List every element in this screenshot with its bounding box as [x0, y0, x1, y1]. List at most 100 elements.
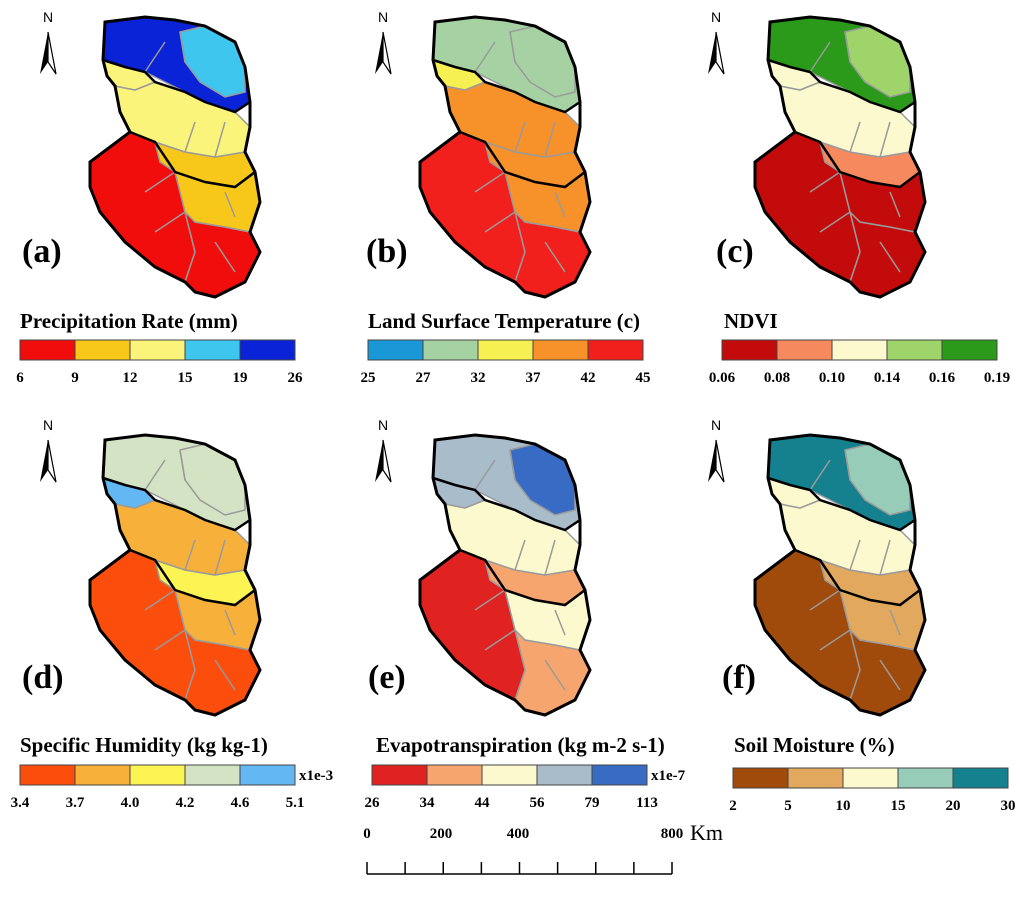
north-arrow-letter: N: [43, 417, 53, 433]
district-line: [179, 449, 186, 481]
legend-swatch: [184, 764, 241, 786]
map-f: [753, 433, 927, 717]
district-line: [184, 539, 196, 571]
panel-a: (a) N Precipitation Rate (mm) 6 9 12 15 19 26: [16, 9, 303, 386]
legend-tick: 32: [471, 370, 486, 386]
panel-label-c: (c): [716, 233, 754, 270]
district-line: [474, 171, 506, 193]
district-line: [144, 41, 166, 73]
district-line: [144, 171, 176, 193]
north-arrow-letter: N: [378, 9, 388, 25]
north-arrow-icon: N: [375, 9, 392, 75]
legend-swatch: [481, 764, 538, 786]
legend-tick: 34: [420, 795, 436, 811]
legend-swatch: [952, 767, 1009, 789]
legend-tick: 6: [16, 370, 24, 386]
legend-tick: 44: [475, 795, 491, 811]
district-line: [819, 211, 851, 233]
legend-swatch: [422, 339, 479, 361]
legend-tick: 19: [233, 370, 248, 386]
legend-tick: 0.16: [929, 370, 956, 386]
district-line: [554, 191, 566, 218]
legend-tick: 15: [891, 798, 906, 814]
district-line: [849, 121, 861, 153]
north-arrow-icon: N: [708, 9, 725, 75]
district-line: [879, 241, 901, 273]
north-arrow-left: [708, 440, 716, 482]
legend-tick: 5.1: [286, 795, 305, 811]
north-arrow-right: [715, 31, 725, 75]
panel-label-a: (a): [22, 233, 62, 270]
district-line: [844, 31, 851, 63]
zone-boundary: [432, 58, 581, 114]
district-line: [184, 121, 196, 153]
legend-tick: 26: [288, 370, 304, 386]
legend-swatch: [587, 339, 644, 361]
legend-tick: 0.06: [709, 370, 736, 386]
legend-swatch: [591, 764, 648, 786]
legend-swatch: [239, 339, 296, 361]
district-line: [809, 459, 831, 491]
legend-multiplier: x1e-7: [651, 768, 686, 784]
district-line: [509, 449, 516, 481]
north-arrow-left: [40, 440, 48, 482]
legend-tick: 4.6: [231, 795, 250, 811]
panel-c: (c) N NDVI 0.06 0.08 0.10 0.14 0.16 0.19: [708, 9, 1010, 386]
district-line: [809, 41, 831, 73]
scale-tick-800: 800: [661, 826, 684, 842]
district-line: [214, 659, 236, 691]
scale-tick-400: 400: [507, 826, 530, 842]
legend-tick: 79: [585, 795, 600, 811]
district-line: [474, 41, 496, 73]
legend-tick: 15: [178, 370, 193, 386]
legend-tick: 25: [361, 370, 376, 386]
legend-tick: 4.0: [121, 795, 140, 811]
zone-boundary: [432, 476, 581, 532]
panel-label-e: (e): [368, 659, 406, 696]
legend-swatch: [842, 767, 899, 789]
legend-tick: 12: [123, 370, 138, 386]
legend-swatch: [477, 339, 534, 361]
district-line: [224, 609, 236, 636]
north-arrow-icon: N: [708, 417, 725, 483]
scale-tick-200: 200: [430, 826, 453, 842]
district-line: [544, 121, 556, 158]
district-line: [154, 629, 186, 651]
district-line: [879, 121, 891, 158]
north-arrow-right: [715, 439, 725, 483]
legend-swatch: [831, 339, 888, 361]
district-line: [514, 539, 526, 571]
legend-tick: 0.10: [819, 370, 845, 386]
district-line: [544, 539, 556, 576]
district-line: [224, 191, 236, 218]
scale-tick-0: 0: [363, 826, 371, 842]
north-arrow-left: [708, 32, 716, 74]
legend-title-a: Precipitation Rate (mm): [20, 309, 238, 333]
district-line: [889, 609, 901, 636]
map-a: [88, 15, 262, 299]
panel-f: (f) N Soil Moisture (%) 2 5 10 15 20 30: [708, 417, 1016, 814]
legend-swatch: [74, 339, 131, 361]
legend-swatch: [426, 764, 483, 786]
legend-tick: 5: [784, 798, 792, 814]
legend-tick: 42: [581, 370, 596, 386]
legend-swatch: [536, 764, 593, 786]
district-line: [154, 211, 186, 233]
legend-title-d: Specific Humidity (kg kg-1): [20, 733, 268, 757]
legend-tick: 0.14: [874, 370, 901, 386]
district-line: [474, 589, 506, 611]
district-line: [809, 171, 841, 193]
map-b: [418, 15, 592, 299]
north-arrow-icon: N: [375, 417, 392, 483]
zone-boundary: [767, 476, 916, 532]
legend-tick: 113: [636, 795, 658, 811]
district-line: [474, 459, 496, 491]
district-line: [889, 191, 901, 218]
panel-label-f: (f): [722, 659, 756, 696]
north-arrow-left: [375, 440, 383, 482]
map-c: [753, 15, 927, 299]
legend-multiplier: x1e-3: [299, 768, 333, 784]
zone-boundary: [102, 476, 251, 532]
